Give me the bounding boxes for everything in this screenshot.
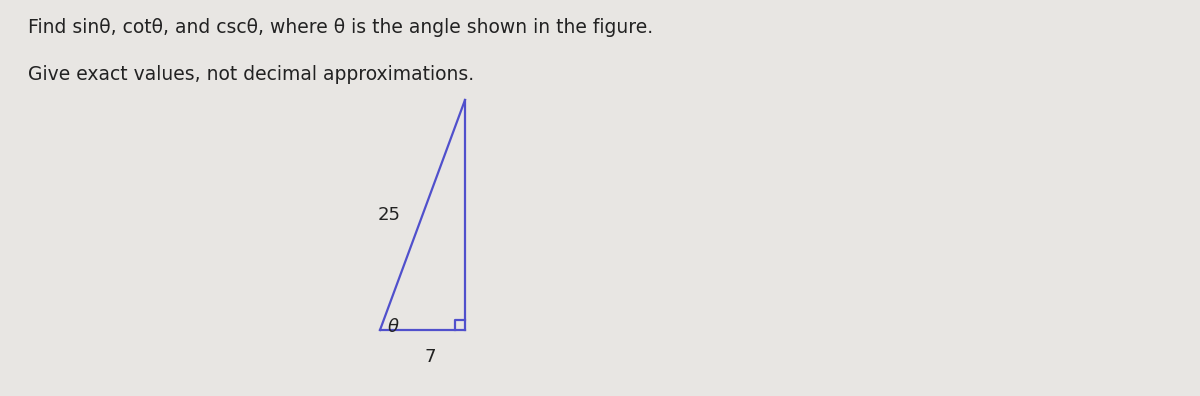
- Text: Find sinθ, cotθ, and cscθ, where θ is the angle shown in the figure.: Find sinθ, cotθ, and cscθ, where θ is th…: [28, 18, 653, 37]
- Text: 25: 25: [378, 206, 401, 224]
- Text: Give exact values, not decimal approximations.: Give exact values, not decimal approxima…: [28, 65, 474, 84]
- Text: θ: θ: [388, 318, 398, 336]
- Text: 7: 7: [425, 348, 437, 366]
